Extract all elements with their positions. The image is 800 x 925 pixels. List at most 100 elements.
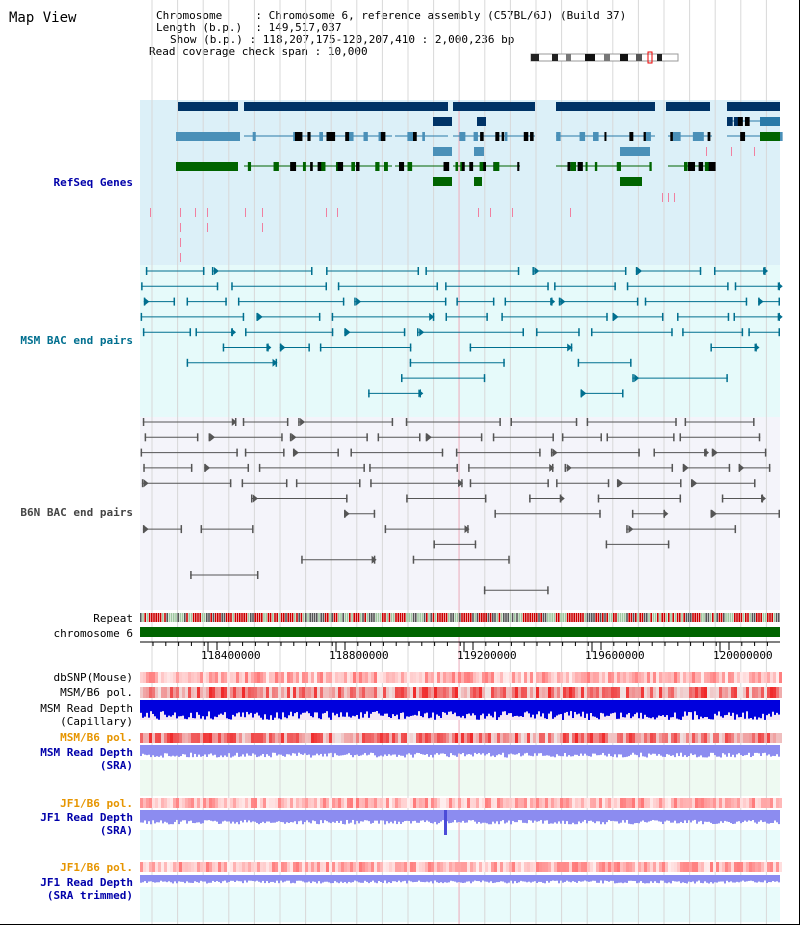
- heat-cell: [473, 687, 476, 698]
- repeat-mark: [485, 613, 487, 622]
- heat-cell: [671, 687, 674, 698]
- depth-bar: [402, 810, 404, 823]
- bac-end: [580, 389, 582, 398]
- depth-bar: [348, 700, 350, 717]
- repeat-mark: [360, 613, 362, 622]
- gene-exon: [459, 132, 466, 141]
- heat-cell: [581, 798, 584, 808]
- heat-cell: [632, 733, 635, 743]
- heat-cell: [329, 798, 332, 808]
- depth-bar: [368, 700, 370, 718]
- heat-cell: [173, 798, 176, 808]
- depth-bar: [652, 700, 654, 718]
- heat-cell: [734, 798, 737, 808]
- heat-cell: [716, 862, 719, 872]
- depth-bar: [192, 810, 194, 824]
- heat-cell: [449, 687, 452, 698]
- depth-bar: [246, 700, 248, 712]
- depth-bar: [596, 745, 598, 756]
- depth-bar: [190, 700, 192, 713]
- depth-bar: [444, 875, 446, 883]
- heat-cell: [260, 733, 263, 743]
- gene-exon: [345, 132, 350, 141]
- depth-bar: [318, 810, 320, 825]
- heat-cell: [335, 798, 338, 808]
- depth-bar: [670, 875, 672, 884]
- depth-bar: [440, 700, 442, 718]
- heat-cell: [212, 733, 215, 743]
- heat-cell: [743, 862, 746, 872]
- depth-bar: [392, 875, 394, 882]
- depth-bar: [238, 875, 240, 882]
- heat-cell: [719, 862, 722, 872]
- depth-bar: [556, 875, 558, 881]
- gene-exon: [677, 132, 681, 141]
- heat-cell: [413, 733, 416, 743]
- depth-bar: [624, 700, 626, 718]
- repeat-mark: [186, 613, 188, 622]
- depth-bar: [236, 745, 238, 753]
- depth-bar: [734, 875, 736, 883]
- depth-bar: [756, 700, 758, 720]
- heat-cell: [173, 687, 176, 698]
- heat-cell: [695, 687, 698, 698]
- heat-cell: [446, 687, 449, 698]
- repeat-mark: [729, 613, 732, 622]
- heat-cell: [389, 687, 392, 698]
- repeat-mark: [756, 613, 758, 622]
- heat-cell: [653, 862, 656, 872]
- heat-cell: [281, 862, 284, 872]
- heat-cell: [431, 687, 434, 698]
- heat-cell: [656, 687, 659, 698]
- depth-bar: [554, 875, 556, 881]
- depth-bar: [724, 810, 726, 821]
- repeat-mark: [274, 613, 276, 622]
- depth-bar: [526, 700, 528, 712]
- depth-bar: [328, 700, 330, 718]
- repeat-mark: [291, 613, 294, 622]
- repeat-mark: [505, 613, 507, 622]
- depth-bar: [308, 700, 310, 714]
- depth-bar: [628, 745, 630, 757]
- depth-bar: [604, 745, 606, 756]
- depth-bar: [180, 700, 182, 717]
- gene-block: [178, 102, 238, 111]
- depth-bar: [616, 810, 618, 822]
- depth-bar: [296, 700, 298, 713]
- depth-bar: [230, 700, 232, 720]
- depth-bar: [648, 700, 650, 718]
- repeat-mark: [778, 613, 780, 622]
- gene-exon: [443, 162, 450, 171]
- depth-bar: [454, 810, 456, 821]
- heat-cell: [284, 733, 287, 743]
- heat-cell: [662, 862, 665, 872]
- gene-exon: [469, 162, 474, 171]
- depth-bar: [212, 810, 214, 822]
- depth-bar: [184, 700, 186, 719]
- heat-cell: [407, 798, 410, 808]
- depth-bar: [182, 875, 184, 882]
- heat-cell: [500, 798, 503, 808]
- heat-cell: [566, 862, 569, 872]
- heat-cell: [461, 798, 464, 808]
- msm-depth-sra-label: MSM Read Depth (SRA): [40, 746, 133, 772]
- depth-bar: [714, 875, 716, 883]
- depth-bar: [464, 810, 466, 823]
- depth-bar: [582, 810, 584, 822]
- depth-bar: [366, 745, 368, 756]
- depth-bar: [772, 810, 774, 823]
- depth-bar: [154, 875, 156, 883]
- depth-bar: [336, 810, 338, 822]
- depth-bar: [610, 875, 612, 881]
- heat-cell: [449, 798, 452, 808]
- heat-cell: [482, 862, 485, 872]
- bac-end: [653, 448, 655, 457]
- depth-bar: [296, 745, 298, 756]
- gene-block: [620, 147, 650, 156]
- heat-cell: [521, 798, 524, 808]
- depth-bar: [718, 745, 720, 757]
- heat-cell: [665, 687, 668, 698]
- repeat-mark: [560, 613, 562, 622]
- repeat-mark: [252, 613, 254, 622]
